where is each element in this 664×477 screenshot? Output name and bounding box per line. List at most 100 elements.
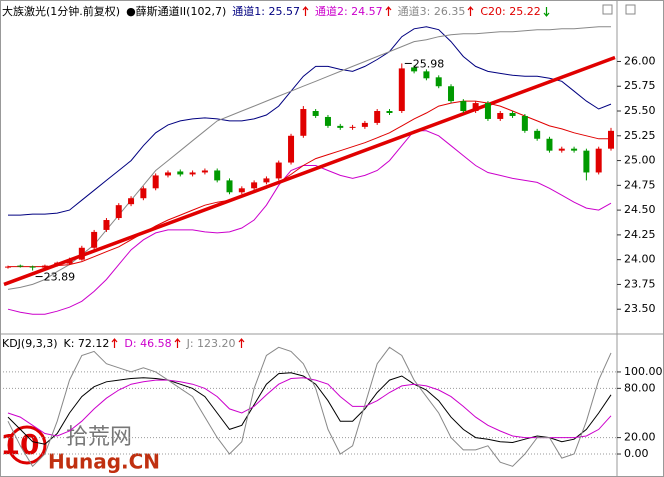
candle-body xyxy=(189,172,196,175)
candle-body xyxy=(534,130,541,139)
candle-body xyxy=(288,135,295,163)
series-line xyxy=(7,130,612,315)
candle-body xyxy=(66,259,73,264)
y-tick-label: 24.00 xyxy=(624,253,656,266)
candle-body xyxy=(460,101,467,112)
candle-body xyxy=(91,231,98,248)
arrow-shape xyxy=(238,338,244,348)
arrow-shape xyxy=(111,338,118,348)
candle-body xyxy=(374,111,381,123)
legend-label: 通道2: 24.57 xyxy=(314,5,383,18)
candle-body xyxy=(435,77,442,87)
candle-body xyxy=(521,115,528,131)
candle-body xyxy=(361,122,368,127)
series-line xyxy=(8,26,612,216)
candle-body xyxy=(509,112,516,116)
arrow-shape xyxy=(174,338,181,348)
candle-body xyxy=(5,266,11,268)
legend-label: J: 123.20 xyxy=(186,337,236,350)
y-tick-label: 23.75 xyxy=(624,277,656,290)
trend-arrow xyxy=(238,338,244,348)
y-tick-label: 24.75 xyxy=(624,178,656,191)
y-tick-label: 25.75 xyxy=(624,79,656,92)
y-tick-label: 25.25 xyxy=(624,129,656,142)
candle-body xyxy=(546,138,553,151)
candle-body xyxy=(54,262,61,266)
y-tick-label: 25.50 xyxy=(624,104,656,117)
candle-body xyxy=(300,109,307,136)
trend-arrow xyxy=(302,5,309,16)
arrow-shape xyxy=(543,6,550,17)
arrow-shape xyxy=(385,5,392,16)
logo-ring xyxy=(7,425,47,465)
legend-entry: 通道2: 24.57 xyxy=(315,3,392,19)
series-line xyxy=(7,346,612,468)
candle-body xyxy=(472,103,479,112)
candle-body xyxy=(214,170,221,181)
candle-body xyxy=(595,148,602,173)
trend-arrow xyxy=(543,6,550,17)
arrow-shape xyxy=(302,5,309,16)
legend-label: D: 46.58 xyxy=(124,337,172,350)
legend-label: C20: 25.22 xyxy=(480,4,541,18)
candle-body xyxy=(411,67,418,72)
y-tick-label: 0.00 xyxy=(624,447,649,460)
candle-body xyxy=(448,86,455,102)
series-line xyxy=(7,377,612,439)
y-tick-label: 23.50 xyxy=(624,302,656,315)
candle-body xyxy=(337,125,344,128)
candle-body xyxy=(349,126,356,128)
candle-body xyxy=(103,220,110,230)
watermark: 10 拾荒网 Hunag.CN xyxy=(1,425,161,474)
title: KDJ(9,3,3) xyxy=(2,337,58,350)
candle-body xyxy=(324,116,331,126)
legend-entry: J: 123.20 xyxy=(187,337,245,350)
watermark-site: Hunag.CN xyxy=(48,450,160,474)
legend-entry: 通道1: 25.57 xyxy=(232,3,309,19)
main-header: 大族激光(1分钟.前复权) ●薛斯通道II(102,7) 通道1: 25.57 通… xyxy=(2,3,550,19)
candle-body xyxy=(164,172,171,176)
candle-body xyxy=(177,171,184,175)
candle-body xyxy=(201,170,208,173)
y-tick-label: 26.00 xyxy=(624,54,656,67)
y-tick-label: 80.00 xyxy=(624,381,656,394)
y-tick-label: 100.00 xyxy=(624,365,663,378)
candle-body xyxy=(263,178,270,183)
candle-body xyxy=(115,205,122,219)
trend-arrow xyxy=(385,5,392,16)
candle-body xyxy=(571,148,578,151)
legend-label: K: 72.12 xyxy=(63,337,110,350)
annotation: 23.89 xyxy=(44,271,76,284)
candle-body xyxy=(140,188,147,199)
y-tick-label: 24.25 xyxy=(624,228,656,241)
annotation: 25.98 xyxy=(413,57,445,70)
y-tick-label: 20.00 xyxy=(624,431,656,444)
trend-arrow xyxy=(111,338,118,348)
trend-arrow xyxy=(174,338,181,348)
candle-body xyxy=(78,247,85,260)
trend-line xyxy=(3,55,616,287)
candle-body xyxy=(152,175,159,189)
y-tick-label: 25.00 xyxy=(624,154,656,167)
legend-entry: D: 46.58 xyxy=(124,337,181,350)
indicator: ●薛斯通道II(102,7) xyxy=(126,5,227,18)
candle-body xyxy=(583,150,590,173)
candle-body xyxy=(17,265,24,267)
series-line xyxy=(7,372,612,445)
window-button[interactable] xyxy=(602,4,613,15)
candle-body xyxy=(386,111,393,113)
candle-body xyxy=(484,103,491,119)
series-line xyxy=(8,100,611,268)
candle-body xyxy=(41,265,48,268)
candle-body xyxy=(29,266,36,268)
candle-body xyxy=(226,180,233,193)
candle-body xyxy=(238,188,245,193)
kdj-header: KDJ(9,3,3) K: 72.12 D: 46.58 J: 123.20 xyxy=(2,337,245,350)
candle-body xyxy=(423,71,430,79)
trend-arrow xyxy=(467,5,474,16)
window-button[interactable] xyxy=(625,4,636,15)
candle-body xyxy=(312,111,319,116)
legend-label: 通道1: 25.57 xyxy=(232,5,300,18)
